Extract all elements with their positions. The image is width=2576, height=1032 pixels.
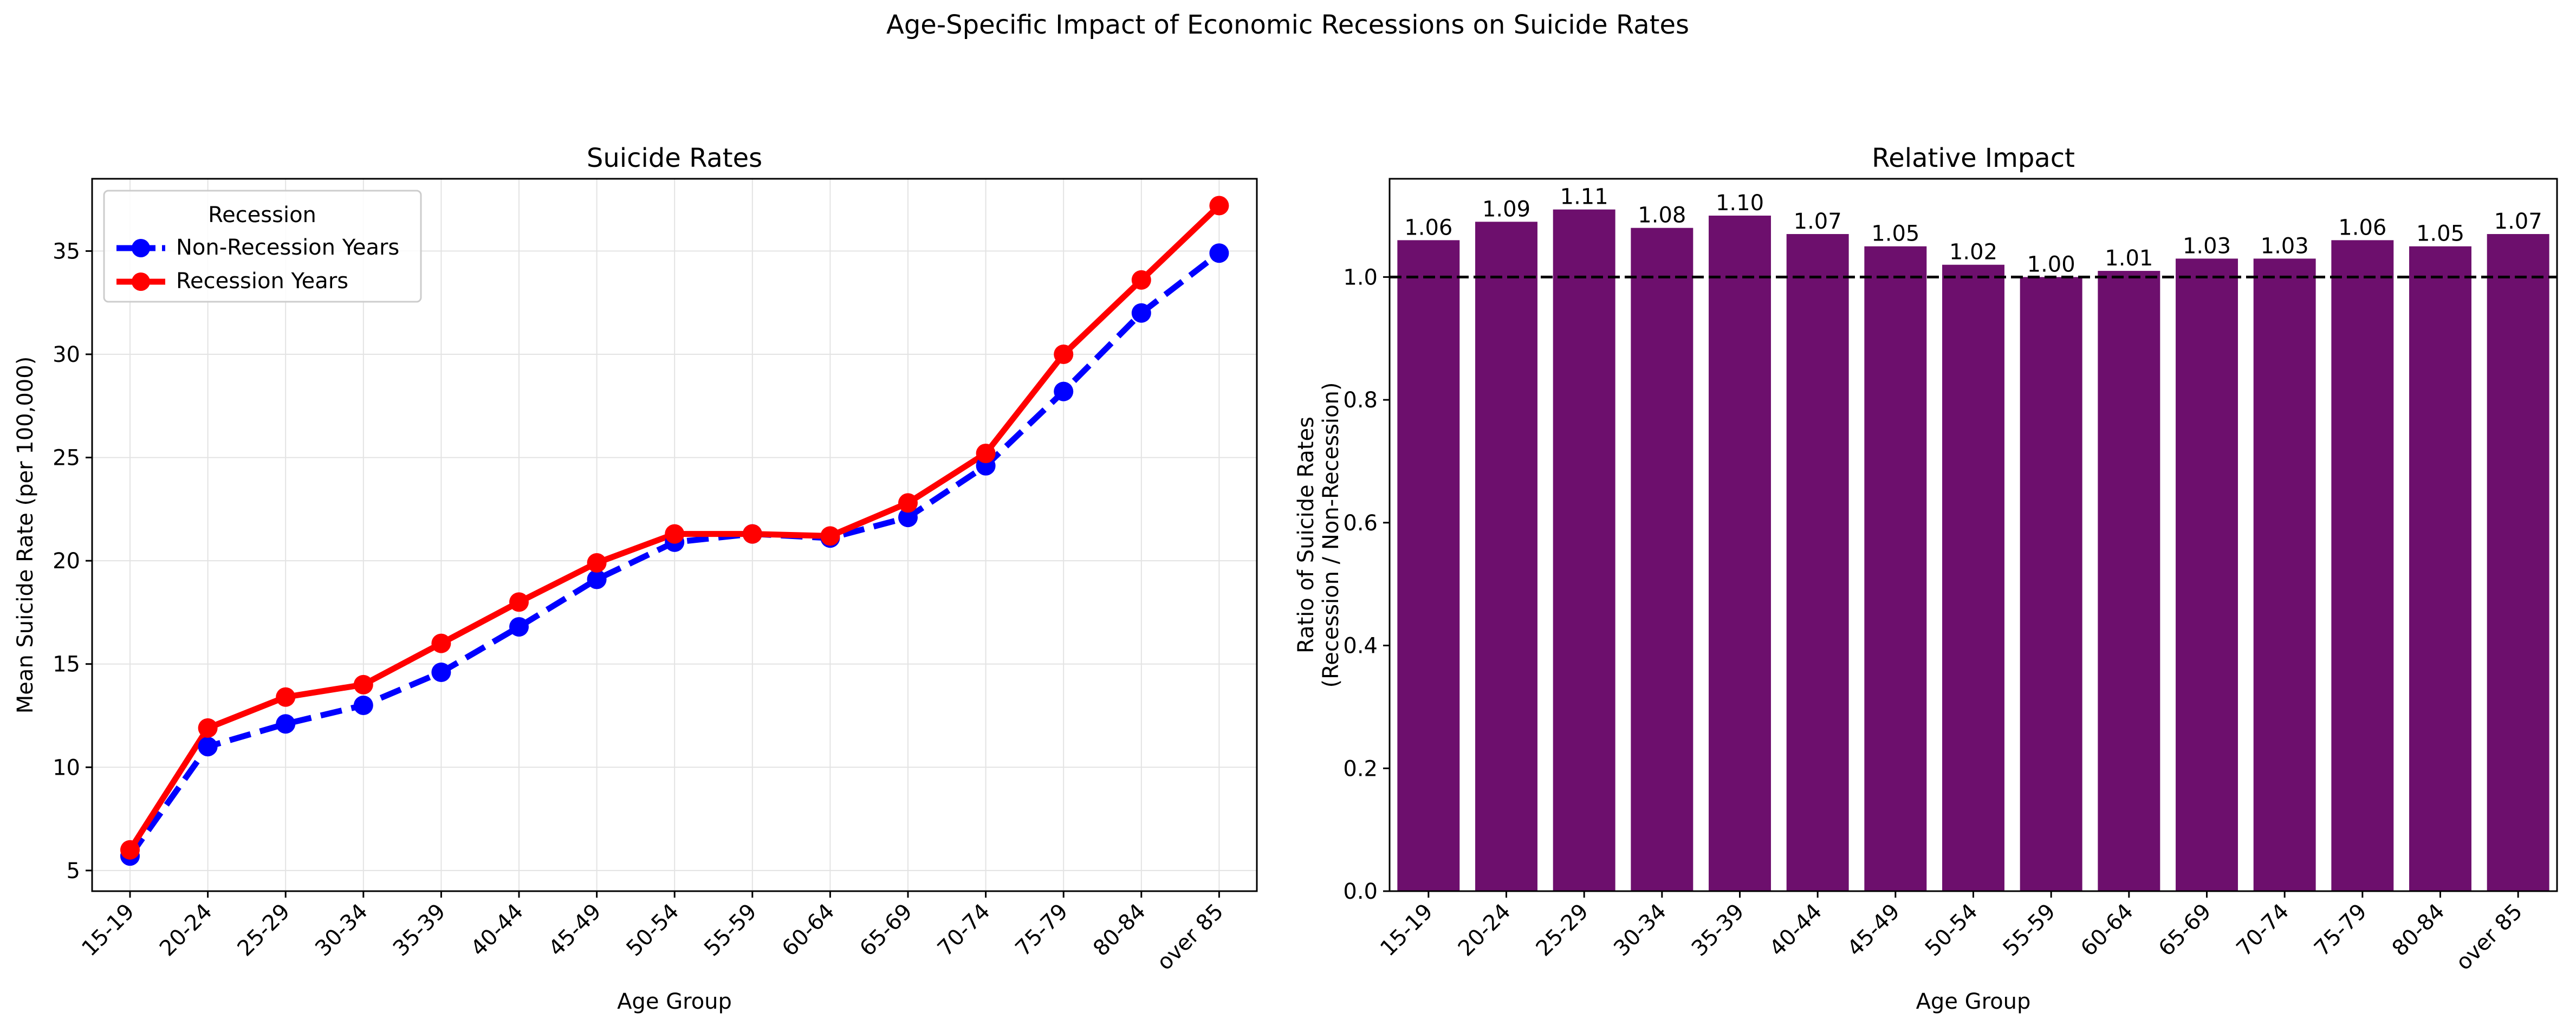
bar-data-label-45-49: 1.05 <box>1871 222 1919 246</box>
bar-25-29 <box>1553 209 1615 891</box>
figure-suptitle: Age-Specific Impact of Economic Recessio… <box>886 10 1689 40</box>
point-recession-years-80-84 <box>1131 270 1151 290</box>
bar-data-label-65-69: 1.03 <box>2183 233 2231 258</box>
bar-45-49 <box>1864 246 1927 892</box>
bar-data-label-70-74: 1.03 <box>2261 233 2309 258</box>
bar-data-label-60-64: 1.01 <box>2105 246 2153 271</box>
bar-data-label-25-29: 1.11 <box>1560 185 1608 210</box>
right-y-ticks: 0.0 0.2 0.4 0.6 0.8 1.0 <box>1343 265 1390 904</box>
bar-over-85 <box>2487 234 2549 891</box>
left-y-axis-label: Mean Suicide Rate (per 100,000) <box>13 356 38 714</box>
bar-data-label-40-44: 1.07 <box>1794 209 1842 234</box>
point-non-recession-years-25-29 <box>276 714 296 734</box>
y-tick-label-0-0: 0.0 <box>1343 879 1378 904</box>
bar-65-69 <box>2176 258 2238 891</box>
left-y-ticks: 5 10 15 20 25 30 35 <box>53 239 92 884</box>
bar-data-label-55-59: 1.00 <box>2027 252 2075 277</box>
point-non-recession-years-75-79 <box>1054 381 1074 401</box>
bar-data-label-20-24: 1.09 <box>1482 197 1530 222</box>
left-series-points <box>120 196 1229 866</box>
point-non-recession-years-40-44 <box>509 617 529 637</box>
point-non-recession-years-65-69 <box>898 508 918 528</box>
left-chart-title: Suicide Rates <box>587 143 762 173</box>
point-non-recession-years-45-49 <box>587 569 607 589</box>
point-non-recession-years-20-24 <box>198 737 218 757</box>
point-recession-years-over-85 <box>1209 196 1229 216</box>
point-recession-years-50-54 <box>665 524 685 544</box>
y-tick-label-5: 5 <box>67 859 80 884</box>
point-recession-years-15-19 <box>120 840 140 860</box>
bar-data-label-over-85: 1.07 <box>2494 209 2542 234</box>
y-tick-label-20: 20 <box>53 549 80 574</box>
legend: Recession Non-Recession Years Recession Y… <box>103 190 422 303</box>
point-recession-years-70-74 <box>976 443 996 463</box>
right-chart-title: Relative Impact <box>1872 143 2075 173</box>
bar-40-44 <box>1786 234 1849 891</box>
legend-label-recession-years: Recession Years <box>176 269 348 294</box>
bar-60-64 <box>2098 271 2160 891</box>
legend-marker-non-recession-years <box>132 239 150 257</box>
y-tick-label-35: 35 <box>53 239 80 264</box>
point-non-recession-years-over-85 <box>1209 243 1229 263</box>
bar-70-74 <box>2253 258 2316 891</box>
bar-chart-relative-impact: 1.061.09 1.111.08 1.101.07 1.051.02 1.00 1.01… <box>1294 143 2558 1014</box>
point-recession-years-30-34 <box>353 674 373 695</box>
point-recession-years-40-44 <box>509 592 529 612</box>
y-tick-label-0-2: 0.2 <box>1343 756 1378 781</box>
point-recession-years-75-79 <box>1054 344 1074 364</box>
bar-20-24 <box>1475 222 1537 891</box>
bar-data-label-15-19: 1.06 <box>1404 215 1452 240</box>
point-recession-years-25-29 <box>276 687 296 707</box>
bar-15-19 <box>1397 240 1460 891</box>
point-non-recession-years-35-39 <box>431 662 451 682</box>
y-tick-label-10: 10 <box>53 755 80 780</box>
point-recession-years-60-64 <box>820 526 840 546</box>
bar-data-label-75-79: 1.06 <box>2338 215 2386 240</box>
legend-marker-recession-years <box>132 272 150 291</box>
bar-30-34 <box>1631 228 1693 891</box>
point-recession-years-20-24 <box>198 718 218 738</box>
point-recession-years-55-59 <box>742 524 762 544</box>
left-x-axis-label: Age Group <box>617 989 732 1014</box>
right-y-axis-label: Ratio of Suicide Rates(Recession / Non-R… <box>1294 382 1344 688</box>
right-bar-data-labels: 1.06 1.09 1.11 1.08 1.10 1.07 1.05 1.02 1.00 1.01… <box>1404 185 2542 277</box>
y-tick-label-30: 30 <box>53 342 80 367</box>
right-bars <box>1397 209 2549 892</box>
y-tick-label-25: 25 <box>53 446 80 471</box>
point-recession-years-35-39 <box>431 633 451 653</box>
bar-55-59 <box>2020 277 2082 892</box>
y-tick-label-0-8: 0.8 <box>1343 388 1378 413</box>
legend-title: Recession <box>208 203 316 228</box>
y-tick-label-15: 15 <box>53 652 80 677</box>
bar-35-39 <box>1709 216 1771 892</box>
bar-data-label-35-39: 1.10 <box>1716 191 1764 216</box>
point-non-recession-years-30-34 <box>353 695 373 715</box>
bar-75-79 <box>2331 240 2394 891</box>
bar-data-label-30-34: 1.08 <box>1638 203 1686 228</box>
point-recession-years-65-69 <box>898 493 918 513</box>
right-y-axis-label-line-2: (Recession / Non-Recession) <box>1319 382 1344 688</box>
bar-data-label-50-54: 1.02 <box>1949 240 1997 265</box>
right-y-axis-label-line-1: Ratio of Suicide Rates <box>1294 417 1319 653</box>
point-non-recession-years-80-84 <box>1131 303 1151 323</box>
y-tick-label-1-0: 1.0 <box>1343 265 1378 290</box>
legend-entries: Non-Recession Years Recession Years <box>116 235 399 294</box>
bar-data-label-80-84: 1.05 <box>2416 222 2464 246</box>
legend-box <box>103 190 422 303</box>
point-recession-years-45-49 <box>587 553 607 573</box>
bar-50-54 <box>1942 264 2004 891</box>
right-x-axis-label: Age Group <box>1916 989 2031 1014</box>
legend-label-non-recession-years: Non-Recession Years <box>176 235 399 260</box>
y-tick-label-0-4: 0.4 <box>1343 634 1378 659</box>
bar-80-84 <box>2409 246 2471 892</box>
y-tick-label-0-6: 0.6 <box>1343 511 1378 536</box>
